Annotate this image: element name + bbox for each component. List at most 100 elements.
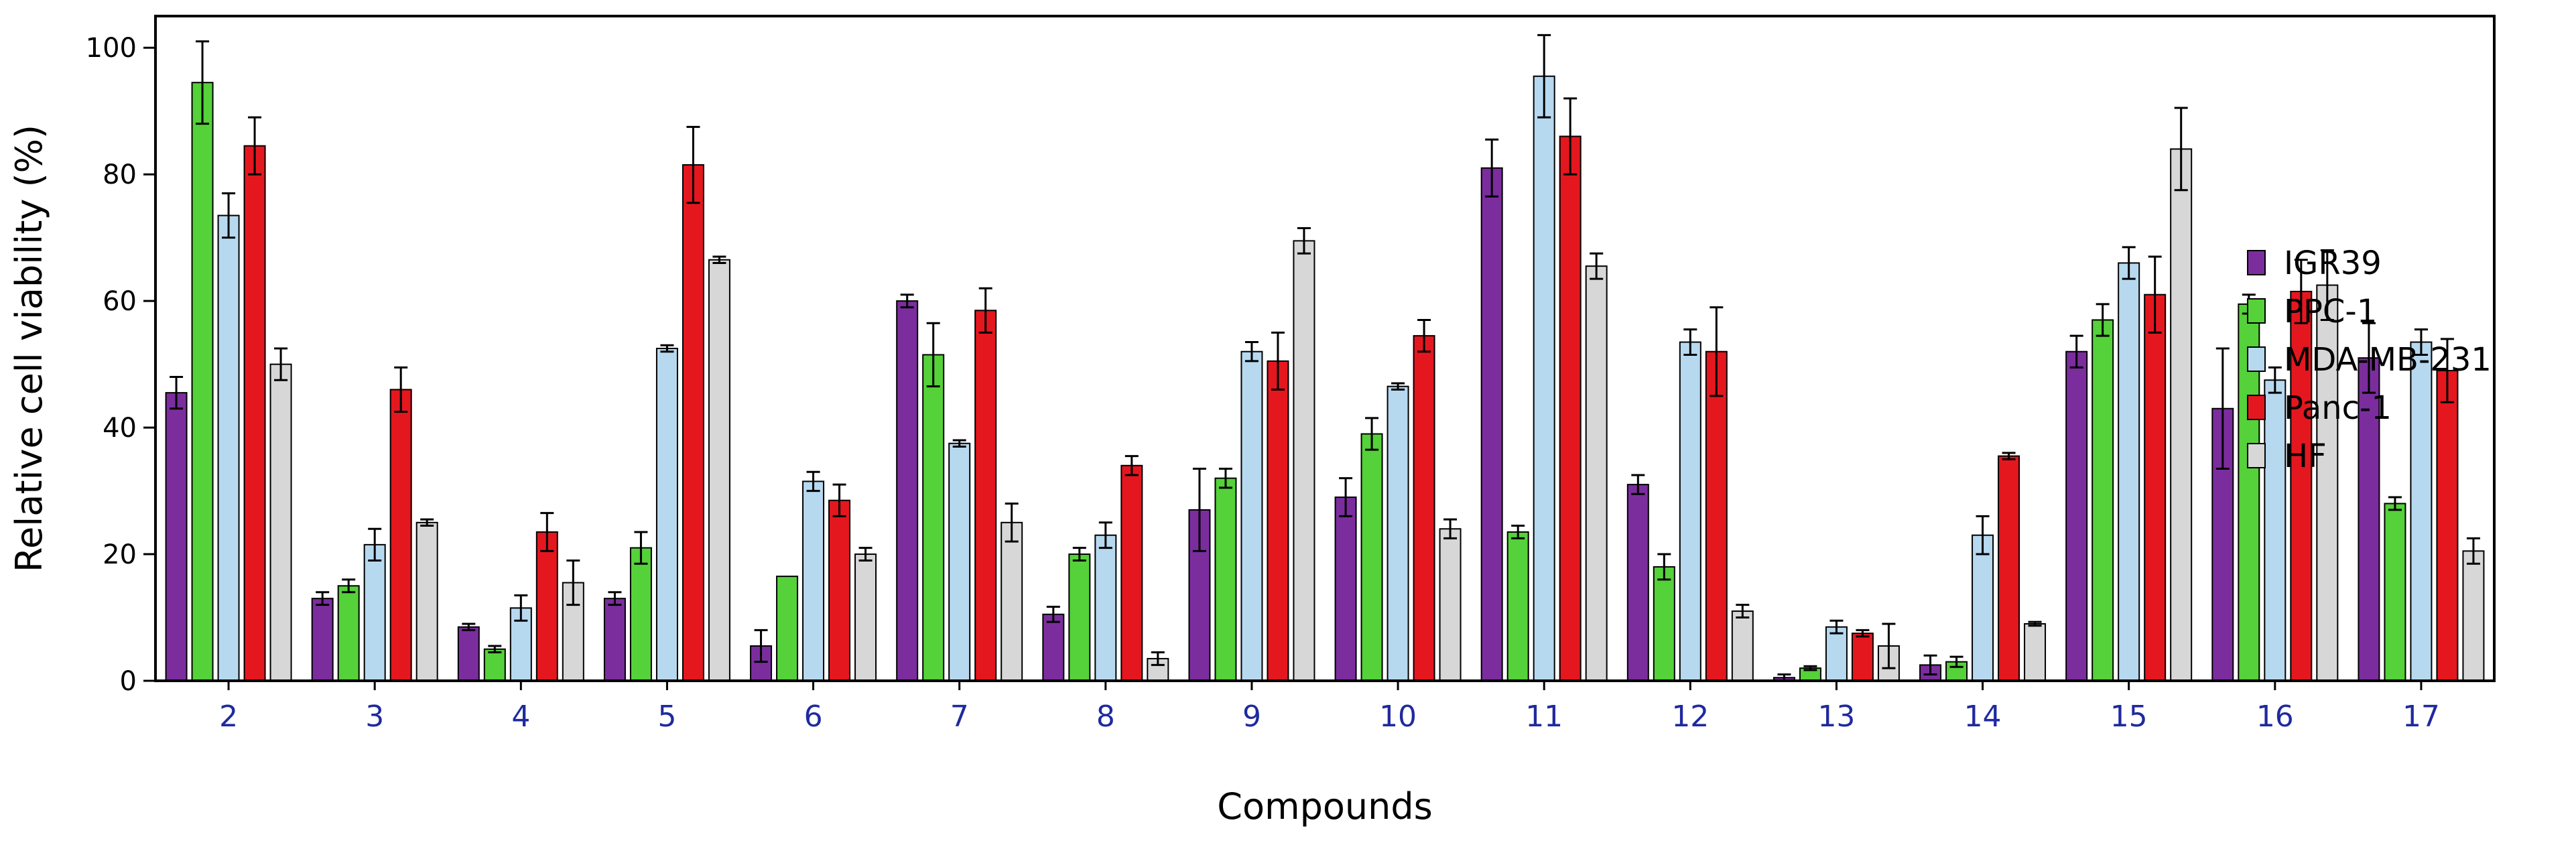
error-bar (608, 591, 622, 606)
error-bar (1005, 502, 1019, 543)
error-bar (1882, 623, 1896, 669)
error-bar (2320, 249, 2334, 321)
bar-hf-16 (2316, 284, 2339, 681)
error-bar (2096, 303, 2110, 337)
x-tick-label: 9 (1242, 700, 1261, 734)
y-axis: 0 20 40 60 80 100 (86, 33, 155, 697)
bar-mda-mb-231-10 (1387, 385, 1409, 682)
x-axis: 2 3 4 5 6 7 8 9 10 11 12 13 14 15 16 17 (219, 681, 2440, 734)
bar-mda-mb-231-5 (655, 348, 678, 681)
y-tick-label: 20 (103, 539, 137, 570)
error-bar (1072, 547, 1086, 562)
error-bar (832, 483, 846, 517)
legend-label: Panc-1 (2284, 389, 2392, 427)
error-bar (754, 629, 768, 663)
error-bar (2122, 246, 2136, 280)
bar-hf-14 (2024, 623, 2047, 682)
bar-igr39-12 (1626, 484, 1649, 681)
error-bar (2466, 537, 2480, 565)
error-bar (1297, 226, 1311, 255)
error-bar (1485, 138, 1499, 198)
bar-hf-5 (708, 259, 730, 681)
error-bar (2388, 496, 2402, 511)
bar-igr39-7 (896, 300, 919, 681)
bar-panc-1-6 (828, 499, 851, 681)
bar-igr39-15 (2065, 350, 2088, 681)
error-bar (2440, 338, 2454, 403)
error-bar (806, 470, 820, 493)
bar-ppc-1-6 (776, 576, 799, 681)
error-bar (712, 255, 726, 264)
x-tick-label: 6 (804, 700, 823, 734)
bar-igr39-4 (457, 626, 480, 682)
bar-panc-1-11 (1559, 135, 1582, 681)
bar-hf-6 (854, 553, 877, 681)
x-axis-title: Compounds (1217, 785, 1433, 828)
error-bar (1271, 331, 1285, 391)
error-bar (274, 347, 288, 381)
error-bar (1563, 97, 1577, 176)
bar-hf-8 (1147, 657, 1169, 682)
x-tick-label: 16 (2256, 700, 2294, 734)
bar-hf-17 (2462, 550, 2485, 681)
error-bar (1443, 518, 1458, 539)
legend-swatch-igr39 (2247, 250, 2266, 275)
plot-frame (154, 15, 2496, 682)
bar-panc-1-5 (682, 164, 704, 681)
bar-ppc-1-5 (629, 547, 652, 681)
error-bar (2414, 328, 2428, 356)
error-bar (1803, 665, 1817, 671)
error-bar (1218, 468, 1232, 489)
error-bar (514, 594, 528, 622)
legend-swatch-mda-mb-231 (2247, 346, 2266, 372)
error-bar (1923, 654, 1937, 676)
error-bar (686, 125, 700, 204)
error-bar (1244, 341, 1259, 363)
bar-mda-mb-231-16 (2264, 379, 2287, 681)
bar-ppc-1-2 (191, 82, 214, 681)
error-bar (394, 366, 408, 413)
bar-mda-mb-231-7 (948, 442, 971, 681)
error-bar (1736, 604, 1750, 619)
error-bar (2294, 259, 2308, 324)
y-tick-label: 40 (103, 413, 137, 444)
error-bar (316, 591, 330, 606)
legend-label: PPC-1 (2284, 293, 2377, 330)
bar-mda-mb-231-3 (363, 543, 386, 682)
bar-igr39-2 (165, 392, 188, 682)
error-bar (1151, 651, 1165, 666)
error-bar (2148, 255, 2162, 334)
error-bar (2174, 107, 2188, 192)
error-bar (2002, 452, 2016, 460)
error-bar (368, 527, 382, 562)
bar-igr39-3 (311, 598, 334, 682)
error-bar (2268, 366, 2282, 394)
error-bar (660, 344, 674, 353)
bar-ppc-1-12 (1653, 566, 1675, 682)
error-bar (858, 547, 873, 562)
bar-hf-2 (269, 363, 292, 681)
x-tick-label: 13 (1817, 700, 1855, 734)
error-bar (634, 531, 648, 565)
error-bar (1098, 521, 1112, 549)
x-tick-label: 8 (1096, 700, 1115, 734)
legend-label: IGR39 (2284, 245, 2382, 282)
error-bar (1124, 455, 1139, 476)
y-tick-label: 80 (103, 159, 137, 190)
x-tick-label: 15 (2110, 700, 2148, 734)
x-tick-label: 5 (657, 700, 676, 734)
error-bar (170, 376, 184, 410)
y-tick-label: 0 (120, 666, 137, 697)
legend-swatch-hf (2247, 443, 2266, 468)
error-bar (1976, 515, 1990, 555)
error-bars-layer (170, 34, 2480, 682)
error-bar (1856, 629, 1870, 638)
error-bar (2215, 347, 2230, 470)
bar-panc-1-9 (1267, 360, 1289, 682)
error-bar (1511, 525, 1525, 539)
x-tick-label: 10 (1379, 700, 1417, 734)
legend-label: HF (2284, 438, 2327, 475)
error-bar (1417, 318, 1431, 353)
bar-mda-mb-231-17 (2410, 341, 2433, 681)
